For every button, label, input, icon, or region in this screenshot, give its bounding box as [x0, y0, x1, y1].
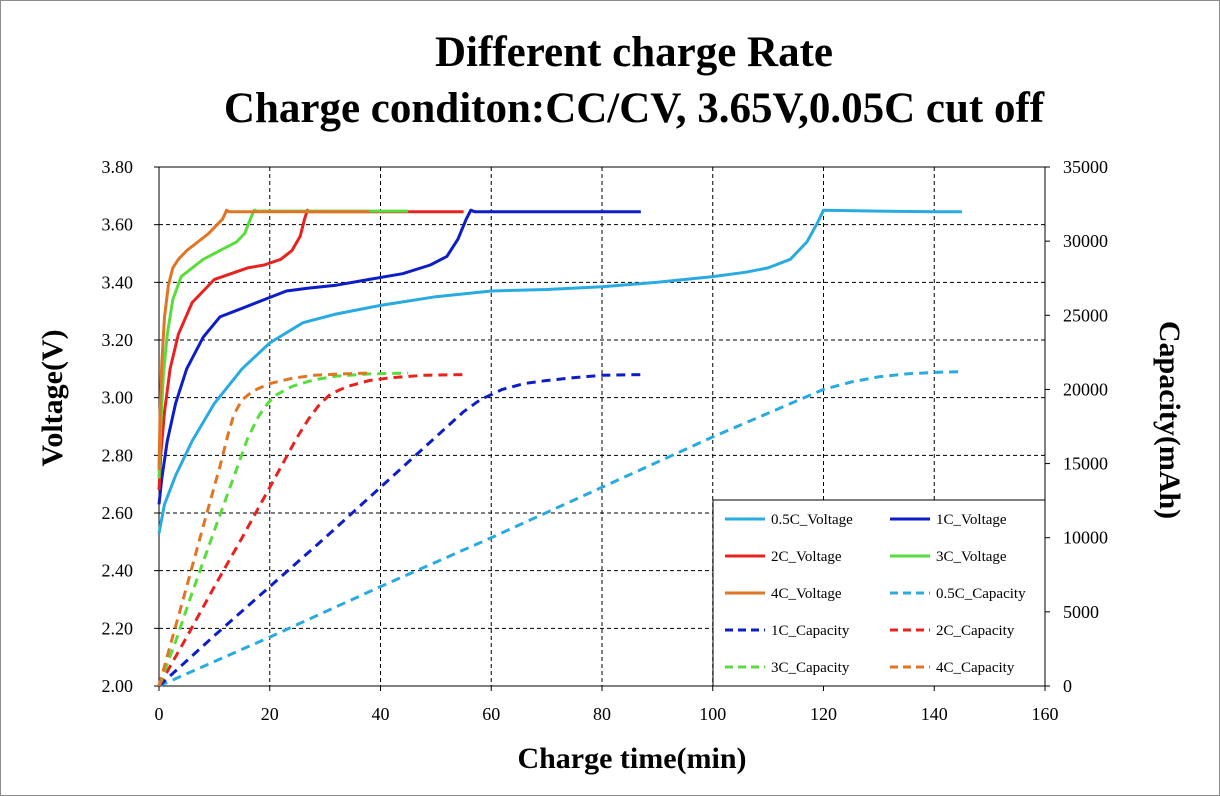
- x-tick-label: 100: [699, 704, 726, 724]
- grid-layer: [159, 167, 1045, 686]
- y-tick-label: 3.60: [102, 215, 134, 235]
- x-tick-label: 20: [261, 704, 279, 724]
- series-line-4c-capacity: [157, 371, 370, 687]
- series-line-1c-voltage: [157, 208, 641, 505]
- legend-label: 0.5C_Capacity: [936, 586, 1026, 602]
- series-line-4c-voltage: [157, 208, 370, 470]
- y-tick-label: 2.20: [102, 618, 134, 638]
- legend-label: 4C_Capacity: [936, 660, 1015, 676]
- x-tick-label: 120: [810, 704, 837, 724]
- legend-label: 4C_Voltage: [771, 586, 842, 602]
- y2-tick-label: 15000: [1063, 454, 1108, 474]
- legend-label: 2C_Capacity: [936, 623, 1015, 639]
- x-tick-label: 140: [921, 704, 948, 724]
- x-tick-label: 40: [372, 704, 390, 724]
- series-line-0-5c-capacity: [158, 370, 962, 688]
- y2-tick-label: 10000: [1063, 528, 1108, 548]
- legend-label: 1C_Capacity: [771, 623, 850, 639]
- y2-tick-label: 35000: [1063, 157, 1108, 177]
- y2-axis-title: Capacity(mAh): [1153, 321, 1186, 519]
- legend-label: 3C_Capacity: [771, 660, 850, 676]
- legend-label: 0.5C_Voltage: [771, 512, 853, 528]
- y-tick-label: 3.20: [102, 330, 134, 350]
- y2-axis-ticks: 0 5000 10000 15000 20000 25000 30000 35000: [1045, 157, 1108, 696]
- x-axis-ticks: 0 20 40 60 80 100 120 140 160: [155, 686, 1059, 724]
- y-tick-label: 2.80: [102, 445, 134, 465]
- y2-tick-label: 30000: [1063, 231, 1108, 251]
- series-line-2c-capacity: [157, 373, 464, 687]
- legend-label: 3C_Voltage: [936, 549, 1007, 565]
- chart-subtitle: Charge conditon:CC/CV, 3.65V,0.05C cut o…: [224, 85, 1045, 132]
- y-axis-ticks: 2.00 2.20 2.40 2.60 2.80 3.00 3.20 3.40 3.60 3.80: [102, 157, 159, 696]
- x-tick-label: 60: [482, 704, 500, 724]
- y-tick-label: 2.60: [102, 503, 134, 523]
- y2-tick-label: 0: [1063, 676, 1072, 696]
- y-axis-title: Voltage(V): [36, 329, 69, 466]
- y-tick-label: 2.00: [102, 676, 134, 696]
- x-tick-label: 160: [1032, 704, 1059, 724]
- y2-tick-label: 5000: [1063, 602, 1099, 622]
- x-tick-label: 80: [593, 704, 611, 724]
- legend: 0.5C_Voltage 1C_Voltage 2C_Voltage 3C_Volta…: [712, 499, 1046, 687]
- y-tick-label: 3.80: [102, 157, 134, 177]
- series-line-1c-capacity: [157, 373, 641, 688]
- x-tick-label: 0: [155, 704, 164, 724]
- legend-label: 2C_Voltage: [771, 549, 842, 565]
- series-line-0-5c-voltage: [157, 208, 962, 534]
- series-layer: [157, 208, 962, 688]
- legend-label: 1C_Voltage: [936, 512, 1007, 528]
- y-tick-label: 3.40: [102, 272, 134, 292]
- y2-tick-label: 20000: [1063, 379, 1108, 399]
- y2-tick-label: 25000: [1063, 305, 1108, 325]
- y-tick-label: 2.40: [102, 561, 134, 581]
- series-line-3c-capacity: [157, 371, 409, 687]
- x-axis-title: Charge time(min): [517, 742, 746, 775]
- legend-box: [712, 499, 1046, 687]
- chart-title: Different charge Rate: [435, 29, 833, 76]
- y-tick-label: 3.00: [102, 388, 134, 408]
